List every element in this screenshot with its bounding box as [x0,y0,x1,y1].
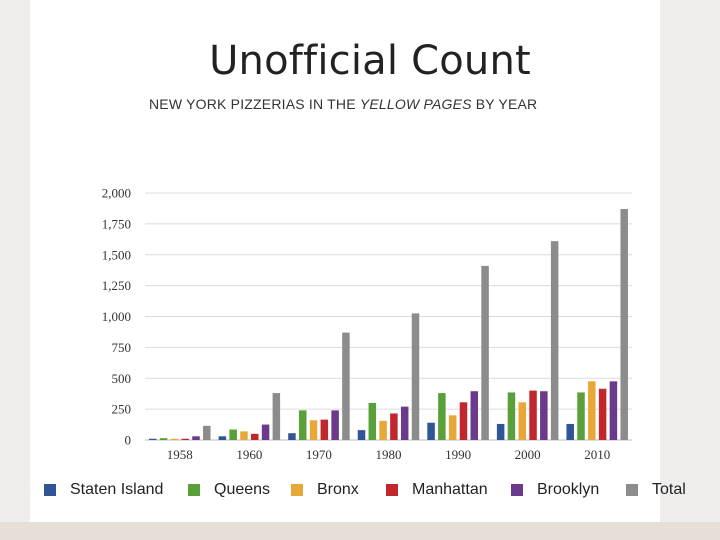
bar-queens-1958 [159,438,168,440]
chart-title: Unofficial Count [209,38,531,84]
bar-staten-island-1970 [288,433,296,440]
bars [149,209,628,440]
bar-brooklyn-2000 [540,391,548,440]
legend-item: Queens [188,480,270,500]
y-tick-label: 2,000 [102,186,131,201]
bar-manhattan-2000 [529,390,537,440]
bar-staten-island-2000 [496,423,505,440]
legend-item: Manhattan [386,480,488,500]
legend-label: Bronx [317,481,359,498]
legend-item: Bronx [291,480,359,500]
legend-swatch [188,484,200,496]
bar-manhattan-1958 [181,438,189,440]
x-tick-label: 1970 [306,447,332,462]
bar-staten-island-1960 [218,436,227,440]
bar-bronx-1980 [379,420,387,440]
subtitle-emphasis: YELLOW PAGES [359,96,472,112]
bar-manhattan-1990 [459,402,468,440]
bar-staten-island-1958 [149,438,157,440]
bar-queens-1960 [229,429,237,440]
y-tick-label: 500 [112,371,132,386]
x-tick-label: 1960 [236,447,262,462]
grid-lines [145,192,632,441]
bar-staten-island-1990 [427,422,435,440]
y-tick-label: 1,250 [102,278,131,293]
bar-total-1990 [481,265,489,440]
bottom-band [0,522,720,540]
legend-swatch [511,484,523,496]
legend-label: Queens [214,481,271,498]
bar-brooklyn-1990 [470,391,479,440]
y-tick-labels: 0 250 500 750 1,000 1,250 1,500 1,750 2,000 [102,186,131,448]
subtitle-suffix: BY YEAR [471,96,538,112]
legend-swatch [291,484,303,496]
bar-manhattan-1970 [320,419,329,440]
legend-label: Manhattan [412,481,488,498]
x-tick-label: 2000 [515,447,541,462]
legend-label: Total [652,481,686,498]
bar-bronx-1990 [448,415,457,440]
x-tick-label: 1958 [167,447,193,462]
bar-brooklyn-1980 [400,406,409,440]
x-tick-label: 2010 [584,447,610,462]
x-tick-labels: 1958 1960 1970 1980 1990 2000 2010 [167,447,610,462]
bar-bronx-2010 [588,381,596,440]
bar-manhattan-1980 [390,413,398,440]
bar-staten-island-1980 [357,430,366,440]
legend-swatch [626,484,638,496]
bar-manhattan-2010 [598,388,607,440]
bar-queens-2000 [507,392,516,440]
x-tick-label: 1980 [376,447,402,462]
y-tick-label: 1,750 [102,216,131,231]
legend-swatch [386,484,398,496]
legend-item: Total [626,480,686,500]
y-tick-label: 1,500 [102,247,131,262]
y-tick-label: 1,000 [102,309,131,324]
bar-queens-1970 [298,410,307,440]
bar-brooklyn-1960 [261,424,270,440]
chart-subtitle: NEW YORK PIZZERIAS IN THE YELLOW PAGES B… [149,96,537,112]
bar-total-1960 [272,393,281,440]
bar-total-1970 [342,332,350,440]
bar-total-2000 [550,241,559,440]
x-tick-label: 1990 [445,447,471,462]
bar-bronx-1960 [240,431,248,440]
bar-brooklyn-1958 [192,436,200,440]
bar-queens-1980 [368,402,377,440]
legend-label: Staten Island [70,481,164,498]
bar-staten-island-2010 [566,423,574,440]
bar-queens-1990 [438,393,446,440]
bar-brooklyn-1970 [331,410,339,440]
bar-queens-2010 [577,392,585,440]
legend: Staten Island Queens Bronx Manhattan Brookly… [44,480,704,500]
y-tick-label: 750 [112,340,132,355]
legend-item: Staten Island [44,480,163,500]
bar-total-2010 [620,209,628,440]
y-tick-label: 0 [125,433,132,448]
bar-brooklyn-2010 [609,381,618,440]
legend-label: Brooklyn [537,481,600,498]
y-tick-label: 250 [112,402,132,417]
legend-swatch [44,484,56,496]
subtitle-prefix: NEW YORK PIZZERIAS IN THE [149,96,360,112]
bar-bronx-2000 [518,402,526,440]
bar-bronx-1958 [170,438,179,440]
bar-manhattan-1960 [251,433,259,440]
bar-total-1980 [411,313,420,440]
legend-item: Brooklyn [511,480,599,500]
bar-bronx-1970 [309,420,318,440]
bar-total-1958 [203,425,211,440]
